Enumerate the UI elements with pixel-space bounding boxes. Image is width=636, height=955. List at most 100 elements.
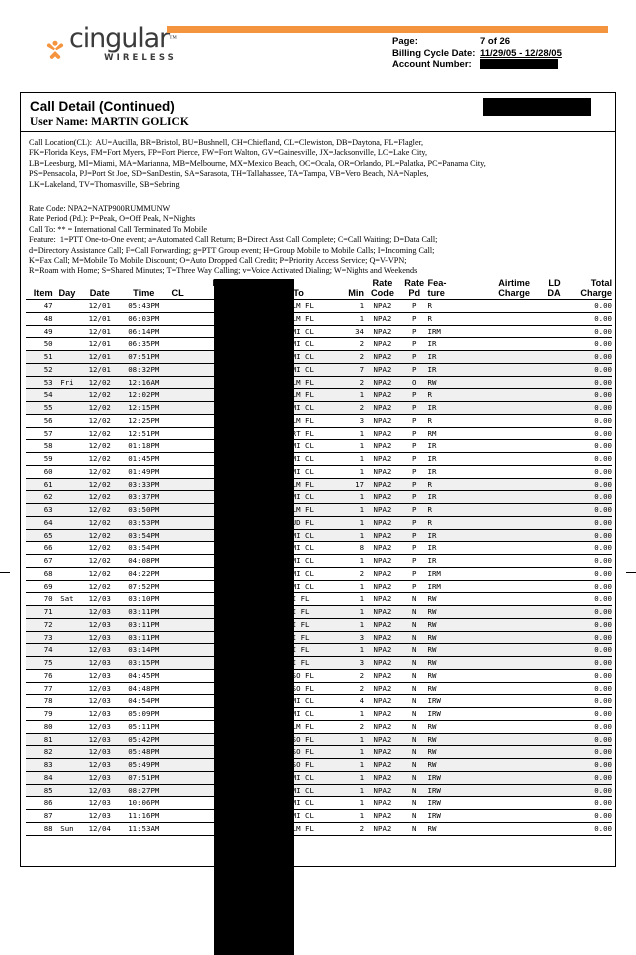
cell-rate-code: NPA2 bbox=[364, 707, 401, 721]
cell-feature: IRM bbox=[427, 324, 471, 338]
cell-day bbox=[52, 617, 82, 632]
cell-rate-code: NPA2 bbox=[364, 796, 401, 810]
cell-cl bbox=[169, 324, 186, 338]
cell-day bbox=[52, 668, 82, 683]
cell-cl bbox=[169, 643, 186, 657]
cell-date: 12/03 bbox=[81, 694, 119, 708]
col-item: Item bbox=[33, 287, 53, 298]
cell-min: 1 bbox=[337, 490, 365, 504]
cell-total: 0.00 bbox=[560, 758, 612, 772]
cell-airtime bbox=[470, 796, 530, 810]
cell-day bbox=[52, 745, 82, 759]
cell-ldda bbox=[529, 541, 561, 555]
cell-total: 0.00 bbox=[560, 821, 612, 836]
cell-ldda bbox=[529, 401, 561, 415]
bill-page: cingular™ WIRELESS Page: 7 of 26 Billing… bbox=[0, 25, 636, 955]
cell-feature: IR bbox=[427, 528, 471, 542]
bill-meta: Page: 7 of 26 Billing Cycle Date: 11/29/… bbox=[392, 36, 562, 71]
cell-airtime bbox=[470, 617, 530, 632]
cell-total: 0.00 bbox=[560, 350, 612, 364]
cell-rate-pd: P bbox=[400, 528, 428, 542]
cell-feature: RW bbox=[427, 758, 471, 772]
cell-feature: IRW bbox=[427, 694, 471, 708]
cell-total: 0.00 bbox=[560, 592, 612, 606]
cell-min: 1 bbox=[337, 796, 365, 810]
cell-date: 12/03 bbox=[81, 656, 119, 670]
cell-rate-pd: N bbox=[400, 707, 428, 721]
cell-day bbox=[52, 681, 82, 695]
cell-feature: RW bbox=[427, 605, 471, 619]
cell-rate-pd: N bbox=[400, 783, 428, 797]
cell-rate-pd: P bbox=[400, 426, 428, 440]
cell-rate-pd: N bbox=[400, 681, 428, 695]
cell-feature: RW bbox=[427, 732, 471, 746]
cell-rate-pd: N bbox=[400, 745, 428, 759]
cell-ldda bbox=[529, 719, 561, 734]
cell-date: 12/01 bbox=[81, 299, 119, 313]
cell-day bbox=[52, 694, 82, 708]
cell-day: Fri bbox=[52, 375, 82, 389]
cell-rate-code: NPA2 bbox=[364, 605, 401, 619]
cell-rate-code: NPA2 bbox=[364, 745, 401, 759]
cell-day bbox=[52, 719, 82, 734]
cell-min: 1 bbox=[337, 528, 365, 542]
cell-rate-pd: P bbox=[400, 388, 428, 402]
cell-feature: RW bbox=[427, 681, 471, 695]
cell-rate-pd: P bbox=[400, 477, 428, 491]
cell-item: 69 bbox=[26, 579, 53, 593]
cell-ldda bbox=[529, 796, 561, 810]
cell-day bbox=[52, 311, 82, 326]
cell-ldda bbox=[529, 388, 561, 402]
cell-item: 47 bbox=[26, 299, 53, 313]
cell-airtime bbox=[470, 426, 530, 440]
cell-date: 12/02 bbox=[81, 503, 119, 517]
cell-min: 1 bbox=[337, 464, 365, 479]
cell-min: 1 bbox=[337, 311, 365, 326]
cell-time: 12:16AM bbox=[118, 375, 170, 389]
cell-min: 1 bbox=[337, 426, 365, 440]
cell-item: 57 bbox=[26, 426, 53, 440]
cell-cl bbox=[169, 605, 186, 619]
cell-cl bbox=[169, 401, 186, 415]
cell-item: 67 bbox=[26, 554, 53, 568]
cell-time: 05:11PM bbox=[118, 719, 170, 734]
cell-feature: R bbox=[427, 299, 471, 313]
cell-cl bbox=[169, 809, 186, 823]
cell-rate-code: NPA2 bbox=[364, 694, 401, 708]
cell-time: 04:54PM bbox=[118, 694, 170, 708]
cell-total: 0.00 bbox=[560, 783, 612, 797]
cell-rate-pd: N bbox=[400, 630, 428, 644]
cell-day bbox=[52, 579, 82, 593]
cell-total: 0.00 bbox=[560, 413, 612, 428]
cell-date: 12/03 bbox=[81, 758, 119, 772]
cell-feature: IR bbox=[427, 337, 471, 351]
cell-item: 59 bbox=[26, 452, 53, 466]
cell-date: 12/02 bbox=[81, 477, 119, 491]
cell-min: 1 bbox=[337, 592, 365, 606]
cell-cl bbox=[169, 770, 186, 785]
cell-item: 87 bbox=[26, 809, 53, 823]
cell-item: 79 bbox=[26, 707, 53, 721]
cell-total: 0.00 bbox=[560, 477, 612, 491]
cell-day bbox=[52, 528, 82, 542]
cell-day: Sun bbox=[52, 821, 82, 836]
page-label: Page: bbox=[392, 36, 418, 47]
cell-time: 12:15PM bbox=[118, 401, 170, 415]
cell-date: 12/03 bbox=[81, 617, 119, 632]
cell-rate-code: NPA2 bbox=[364, 413, 401, 428]
cell-day bbox=[52, 643, 82, 657]
cell-airtime bbox=[470, 681, 530, 695]
cell-total: 0.00 bbox=[560, 745, 612, 759]
cell-total: 0.00 bbox=[560, 426, 612, 440]
cell-date: 12/01 bbox=[81, 362, 119, 377]
cell-airtime bbox=[470, 413, 530, 428]
cell-day bbox=[52, 401, 82, 415]
cell-rate-code: NPA2 bbox=[364, 426, 401, 440]
cell-total: 0.00 bbox=[560, 515, 612, 530]
cell-date: 12/01 bbox=[81, 337, 119, 351]
